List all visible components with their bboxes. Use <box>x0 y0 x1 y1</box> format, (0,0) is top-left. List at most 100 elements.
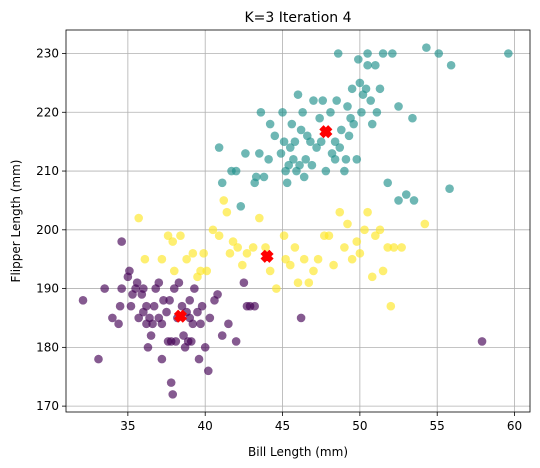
cluster-0-point <box>100 284 109 293</box>
x-tick-label: 35 <box>120 419 135 433</box>
cluster-0-point <box>213 290 222 299</box>
cluster-2-point <box>196 266 205 276</box>
cluster-0-point <box>169 284 179 293</box>
cluster-1-point <box>321 166 331 176</box>
cluster-2-point <box>214 231 224 240</box>
cluster-0-point <box>239 278 249 288</box>
cluster-2-point <box>378 266 388 276</box>
cluster-1-point <box>408 113 417 123</box>
cluster-2-point <box>188 249 198 258</box>
cluster-1-point <box>354 55 363 64</box>
cluster-0-point <box>108 313 117 323</box>
cluster-1-point <box>278 107 287 117</box>
x-tick-label: 40 <box>198 419 213 433</box>
cluster-1-point <box>217 178 227 188</box>
cluster-2-point <box>281 254 290 264</box>
cluster-1-point <box>214 143 224 152</box>
cluster-1-point <box>285 143 295 152</box>
cluster-2-point <box>383 243 393 252</box>
cluster-2-point <box>304 278 314 288</box>
cluster-1-point <box>394 196 403 205</box>
cluster-2-point <box>134 213 143 223</box>
cluster-2-point <box>299 254 309 264</box>
cluster-0-point <box>165 296 174 305</box>
cluster-2-point <box>228 237 238 246</box>
cluster-1-point <box>309 96 318 105</box>
cluster-1-point <box>270 131 280 141</box>
cluster-0-point <box>174 278 184 288</box>
cluster-1-point <box>292 166 301 176</box>
cluster-0-point <box>126 301 136 311</box>
y-tick-label: 210 <box>36 164 59 178</box>
cluster-2-point <box>168 237 178 246</box>
cluster-0-point <box>134 313 143 323</box>
cluster-0-point <box>250 301 259 311</box>
cluster-2-point <box>360 225 369 235</box>
cluster-1-point <box>299 172 309 182</box>
y-axis-label: Flipper Length (mm) <box>9 160 23 283</box>
cluster-1-point <box>315 113 324 123</box>
cluster-1-point <box>357 107 366 117</box>
cluster-1-point <box>330 137 340 146</box>
cluster-0-point <box>200 343 210 352</box>
cluster-1-point <box>445 184 454 193</box>
cluster-2-point <box>225 249 235 258</box>
x-axis-label: Bill Length (mm) <box>248 445 348 459</box>
cluster-2-point <box>324 231 334 240</box>
cluster-2-point <box>309 266 318 276</box>
cluster-1-point <box>388 49 397 58</box>
cluster-2-point <box>420 219 430 229</box>
cluster-1-point <box>256 107 266 117</box>
cluster-2-point <box>343 219 352 229</box>
cluster-2-point <box>272 284 281 293</box>
cluster-2-point <box>389 243 399 252</box>
cluster-2-point <box>242 249 252 258</box>
cluster-1-point <box>241 149 250 158</box>
cluster-0-point <box>162 307 171 317</box>
cluster-0-point <box>115 301 125 311</box>
cluster-1-point <box>276 149 286 158</box>
cluster-2-point <box>219 196 229 205</box>
cluster-1-point <box>296 125 306 135</box>
cluster-0-point <box>171 337 181 346</box>
cluster-0-point <box>159 296 168 305</box>
cluster-0-point <box>139 284 148 293</box>
cluster-0-point <box>168 390 178 399</box>
cluster-2-point <box>261 243 270 252</box>
cluster-1-point <box>332 96 341 105</box>
x-tick-label: 60 <box>507 419 522 433</box>
cluster-0-point <box>157 319 167 329</box>
cluster-0-point <box>231 337 241 346</box>
cluster-0-point <box>114 319 123 329</box>
cluster-1-point <box>367 119 377 129</box>
cluster-1-point <box>231 166 241 176</box>
cluster-1-point <box>282 178 292 188</box>
cluster-1-point <box>337 125 346 135</box>
x-tick-label: 55 <box>430 419 445 433</box>
cluster-2-point <box>255 213 264 223</box>
cluster-1-point <box>409 196 419 205</box>
centroid-marker <box>319 125 333 139</box>
cluster-0-point <box>117 284 126 293</box>
cluster-0-point <box>477 337 487 346</box>
cluster-2-point <box>340 243 349 252</box>
cluster-1-point <box>289 154 298 164</box>
cluster-1-point <box>372 107 382 117</box>
cluster-1-point <box>259 172 269 182</box>
cluster-1-point <box>394 102 403 111</box>
cluster-1-point <box>306 137 315 146</box>
cluster-1-point <box>335 143 345 152</box>
cluster-0-point <box>148 319 157 329</box>
cluster-1-point <box>301 154 311 164</box>
cluster-1-point <box>255 149 264 158</box>
cluster-2-point <box>233 243 242 252</box>
cluster-0-point <box>217 331 227 340</box>
cluster-1-point <box>340 166 349 176</box>
cluster-1-point <box>287 119 297 129</box>
cluster-2-point <box>375 225 385 235</box>
cluster-1-point <box>326 107 335 117</box>
y-tick-label: 230 <box>36 47 59 61</box>
cluster-0-point <box>185 296 195 305</box>
cluster-0-point <box>94 354 103 364</box>
